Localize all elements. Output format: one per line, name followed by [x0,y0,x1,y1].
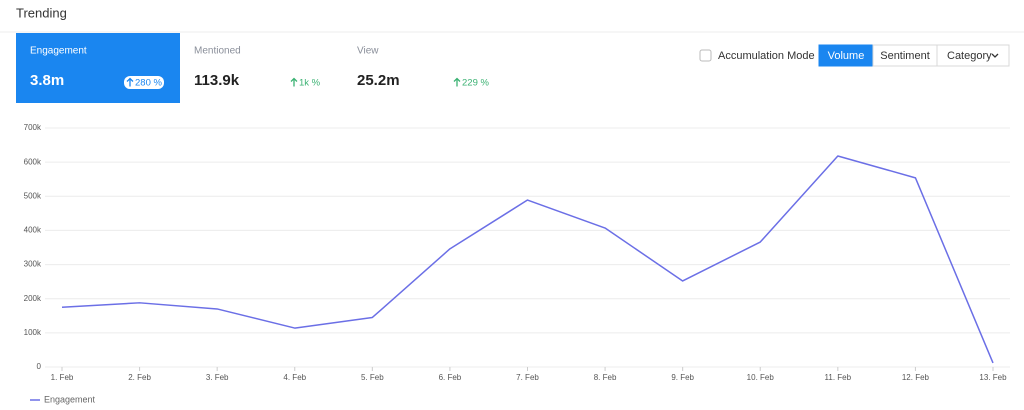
x-tick-label: 11. Feb [825,373,852,382]
y-tick-label: 100k [24,328,42,337]
x-tick-label: 5. Feb [361,373,384,382]
metric-value: 25.2m [357,72,400,89]
checkbox[interactable] [699,49,712,62]
checkbox-label[interactable]: Accumulation Mode [718,50,815,62]
arrow-icon [290,77,298,87]
metric-card[interactable] [343,33,506,103]
line-series [61,155,994,364]
metric-change: 280 % [135,78,162,89]
x-tick-label: 12. Feb [902,373,930,382]
y-tick-label: 400k [24,226,42,235]
arrow-icon [453,77,461,87]
x-tick-label: 4. Feb [283,373,306,382]
x-tick-label: 6. Feb [439,373,462,382]
metric-value: 113.9k [194,72,240,89]
y-tick-label: 600k [24,157,42,166]
y-tick-label: 300k [24,260,42,269]
dropdown[interactable] [936,44,1010,67]
y-tick-label: 0 [37,362,42,371]
y-tick-label: 200k [24,294,42,303]
metric-change: 1k % [299,78,321,89]
metric-label: Engagement [30,46,87,57]
metric-label: View [357,46,379,57]
metric-label: Mentioned [194,46,241,57]
x-tick-label: 10. Feb [747,373,775,382]
widget-title: Trending [16,5,67,20]
tab-label[interactable]: Sentiment [880,50,930,62]
y-tick-label: 700k [24,123,42,132]
x-tick-label: 2. Feb [128,373,151,382]
x-tick-label: 13. Feb [979,373,1007,382]
tab-label[interactable]: Volume [828,50,865,62]
change-badge [124,76,164,89]
x-tick-label: 9. Feb [671,373,694,382]
x-tick-label: 7. Feb [516,373,539,382]
metric-card[interactable] [16,33,180,103]
metric-value: 3.8m [30,72,64,89]
x-tick-label: 8. Feb [594,373,617,382]
dropdown-label[interactable]: Category [947,50,992,62]
y-tick-label: 500k [24,191,42,200]
metric-card[interactable] [180,33,343,103]
x-tick-label: 1. Feb [51,373,74,382]
arrow-icon [126,77,134,87]
chevron-icon [991,53,999,58]
metric-change: 229 % [462,78,489,89]
legend-label[interactable]: Engagement [44,394,96,404]
x-tick-label: 3. Feb [206,373,229,382]
